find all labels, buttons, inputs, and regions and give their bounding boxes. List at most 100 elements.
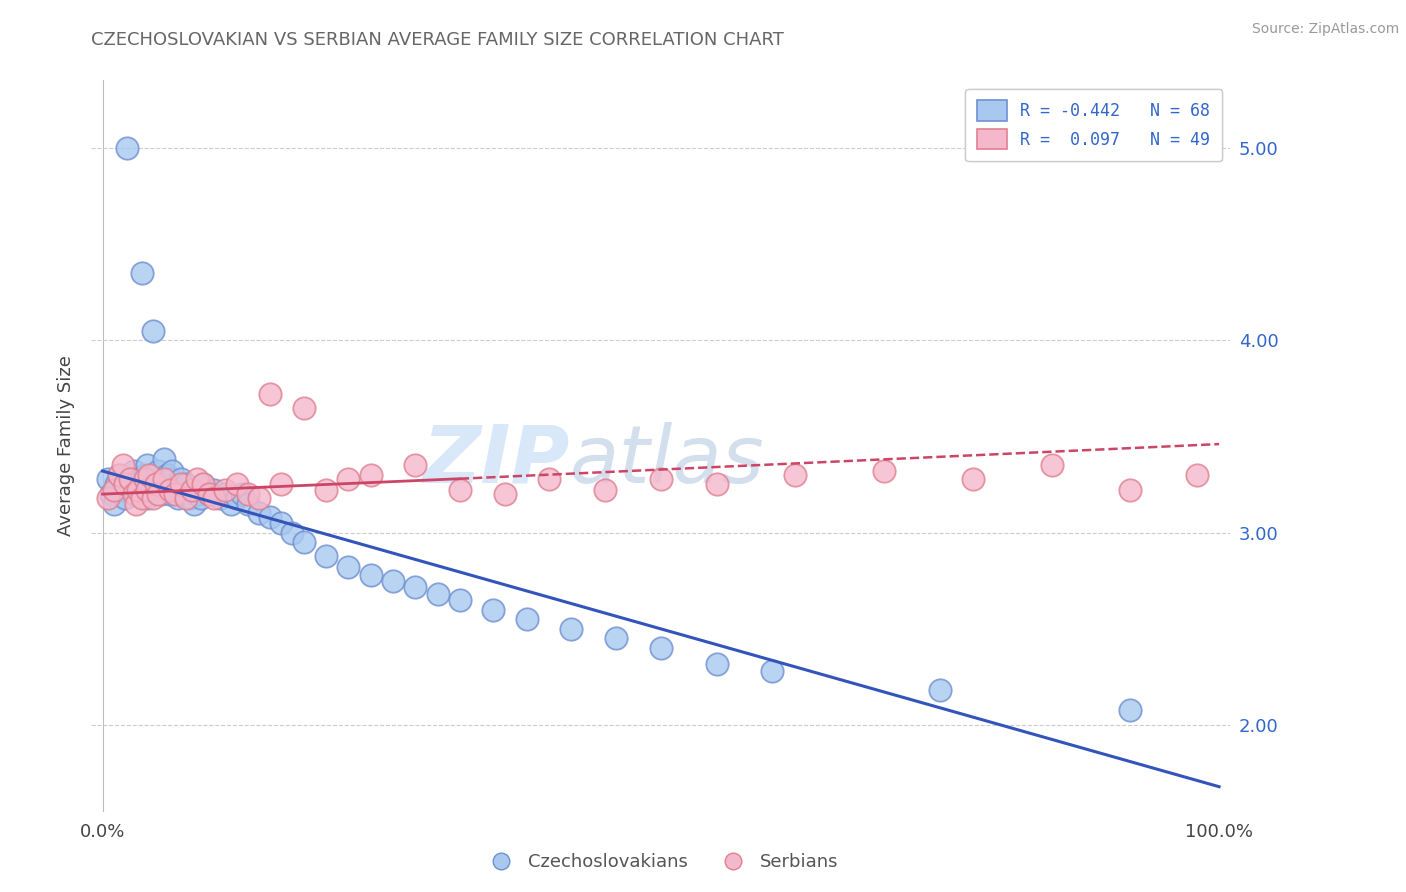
Point	[650, 641, 672, 656]
Point	[236, 487, 259, 501]
Point	[426, 587, 449, 601]
Point	[134, 467, 156, 482]
Point	[449, 593, 471, 607]
Point	[149, 487, 172, 501]
Point	[127, 472, 149, 486]
Point	[281, 525, 304, 540]
Point	[156, 467, 179, 482]
Text: atlas: atlas	[569, 422, 765, 500]
Point	[962, 472, 984, 486]
Point	[122, 487, 145, 501]
Point	[170, 477, 193, 491]
Point	[174, 491, 197, 505]
Point	[159, 472, 181, 486]
Point	[103, 497, 125, 511]
Point	[225, 491, 247, 505]
Point	[404, 580, 426, 594]
Point	[125, 487, 148, 501]
Point	[114, 477, 136, 491]
Point	[131, 491, 153, 505]
Point	[449, 483, 471, 498]
Point	[136, 483, 159, 498]
Point	[134, 472, 156, 486]
Legend: Czechoslovakians, Serbians: Czechoslovakians, Serbians	[475, 847, 846, 879]
Point	[153, 472, 176, 486]
Point	[214, 487, 236, 501]
Point	[145, 472, 167, 486]
Point	[605, 632, 627, 646]
Point	[315, 483, 337, 498]
Point	[111, 483, 134, 498]
Point	[259, 387, 281, 401]
Point	[165, 487, 187, 501]
Point	[190, 491, 212, 505]
Point	[761, 664, 783, 678]
Point	[191, 477, 214, 491]
Point	[197, 487, 219, 501]
Point	[360, 568, 382, 582]
Point	[202, 483, 225, 498]
Point	[122, 464, 145, 478]
Point	[381, 574, 404, 588]
Point	[103, 483, 125, 498]
Point	[170, 472, 193, 486]
Point	[208, 491, 231, 505]
Point	[783, 467, 806, 482]
Point	[929, 683, 952, 698]
Point	[159, 487, 181, 501]
Point	[174, 477, 197, 491]
Point	[97, 491, 120, 505]
Point	[127, 483, 149, 498]
Point	[172, 487, 194, 501]
Point	[167, 491, 190, 505]
Point	[179, 491, 201, 505]
Point	[160, 464, 183, 478]
Point	[183, 497, 205, 511]
Point	[108, 467, 131, 482]
Point	[494, 487, 516, 501]
Point	[131, 477, 153, 491]
Point	[706, 477, 728, 491]
Point	[114, 491, 136, 505]
Point	[136, 491, 159, 505]
Point	[108, 467, 131, 482]
Point	[404, 458, 426, 473]
Point	[292, 535, 315, 549]
Point	[315, 549, 337, 563]
Point	[236, 497, 259, 511]
Point	[560, 622, 582, 636]
Point	[270, 516, 292, 530]
Point	[219, 497, 242, 511]
Point	[104, 477, 127, 491]
Point	[292, 401, 315, 415]
Point	[191, 477, 214, 491]
Point	[247, 507, 270, 521]
Point	[1119, 703, 1142, 717]
Point	[337, 472, 360, 486]
Point	[259, 510, 281, 524]
Point	[136, 458, 159, 473]
Point	[97, 472, 120, 486]
Point	[270, 477, 292, 491]
Point	[111, 458, 134, 473]
Point	[1119, 483, 1142, 498]
Point	[138, 483, 160, 498]
Point	[120, 472, 142, 486]
Point	[337, 560, 360, 574]
Point	[153, 477, 176, 491]
Point	[153, 452, 176, 467]
Text: Source: ZipAtlas.com: Source: ZipAtlas.com	[1251, 22, 1399, 37]
Point	[197, 487, 219, 501]
Point	[538, 472, 561, 486]
Point	[165, 483, 187, 498]
Text: CZECHOSLOVAKIAN VS SERBIAN AVERAGE FAMILY SIZE CORRELATION CHART: CZECHOSLOVAKIAN VS SERBIAN AVERAGE FAMIL…	[91, 31, 785, 49]
Point	[120, 477, 142, 491]
Point	[231, 487, 253, 501]
Text: ZIP: ZIP	[422, 422, 569, 500]
Point	[1040, 458, 1063, 473]
Point	[148, 464, 170, 478]
Point	[225, 477, 247, 491]
Point	[247, 491, 270, 505]
Point	[706, 657, 728, 671]
Point	[593, 483, 616, 498]
